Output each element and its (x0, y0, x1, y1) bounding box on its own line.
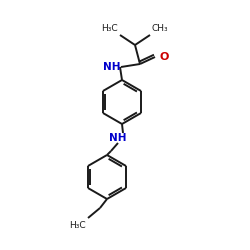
Text: O: O (160, 52, 170, 62)
Text: CH₃: CH₃ (152, 24, 168, 33)
Text: NH: NH (109, 133, 127, 143)
Text: H₃C: H₃C (102, 24, 118, 33)
Text: H₃C: H₃C (70, 221, 86, 230)
Text: NH: NH (103, 62, 121, 72)
